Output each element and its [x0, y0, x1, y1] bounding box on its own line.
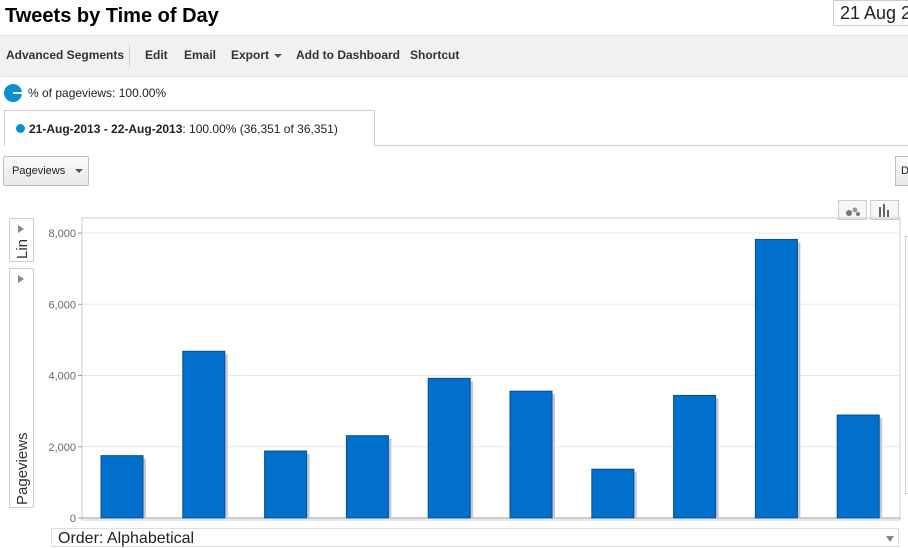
triangle-right-icon — [18, 275, 24, 283]
bar-shadow — [758, 242, 801, 518]
export-label: Export — [231, 48, 270, 62]
bar-shadow — [267, 454, 310, 518]
bar-shadow — [431, 381, 474, 518]
order-label: Order: Alphabetical — [58, 530, 195, 547]
chevron-down-icon — [886, 536, 894, 542]
side-tab-label: Lin — [14, 238, 31, 259]
side-panel-edge — [905, 236, 908, 494]
bar-shadow — [676, 398, 719, 518]
chevron-down-icon — [75, 169, 84, 174]
segment-range: 21-Aug-2013 - 22-Aug-2013 — [29, 122, 183, 136]
percent-label: % of pageviews: 100.00% — [28, 86, 167, 100]
chevron-down-icon — [274, 53, 283, 58]
y-tick-label: 8,000 — [48, 228, 76, 240]
bar-shadow — [594, 472, 637, 518]
shortcut-button[interactable]: Shortcut — [410, 48, 460, 62]
bar[interactable] — [100, 455, 144, 519]
edit-button[interactable]: Edit — [145, 48, 168, 62]
bar[interactable] — [509, 390, 553, 519]
side-tab-lin[interactable]: Lin — [9, 218, 34, 262]
toolbar: Advanced Segments Edit Email Export Add … — [0, 35, 908, 77]
bar-shadow — [349, 438, 392, 518]
bar-shadow — [840, 418, 883, 518]
bar-shadow — [185, 354, 228, 518]
scatter-chart-icon[interactable] — [838, 200, 867, 220]
add-to-dashboard-button[interactable]: Add to Dashboard — [296, 48, 400, 62]
page-title: Tweets by Time of Day — [5, 5, 219, 27]
bar[interactable] — [591, 468, 635, 519]
triangle-right-icon — [18, 225, 24, 233]
export-button[interactable]: Export — [231, 48, 283, 62]
bar-shadow — [104, 458, 146, 518]
bar-chart-icon[interactable] — [870, 200, 899, 220]
date-range-picker[interactable]: 21 Aug 2 — [833, 0, 908, 26]
segment-tab[interactable]: 21-Aug-2013 - 22-Aug-2013: 100.00% (36,3… — [4, 110, 375, 146]
bar[interactable] — [673, 394, 717, 519]
right-dropdown-button[interactable]: D — [895, 156, 908, 186]
segment-detail: : 100.00% (36,351 of 36,351) — [182, 122, 338, 136]
advanced-segments-button[interactable]: Advanced Segments — [6, 48, 125, 62]
email-button[interactable]: Email — [184, 48, 217, 62]
plot-frame — [81, 217, 901, 521]
toolbar-divider — [129, 45, 130, 67]
order-select[interactable]: Order: Alphabetical — [51, 528, 899, 547]
bar[interactable] — [836, 414, 880, 519]
percent-row: % of pageviews: 100.00% — [4, 84, 166, 102]
bar[interactable] — [182, 350, 226, 519]
metric-label: Pageviews — [12, 165, 66, 177]
y-tick-label: 2,000 — [48, 442, 76, 454]
bar[interactable] — [345, 435, 389, 519]
segment-dot-icon — [16, 124, 25, 133]
y-axis-label: Pageviews — [14, 432, 31, 505]
bar[interactable] — [264, 450, 308, 519]
segment-divider — [375, 145, 908, 146]
side-tab-pageviews[interactable]: Pageviews — [9, 268, 34, 508]
bar[interactable] — [427, 377, 471, 519]
y-tick-label: 4,000 — [48, 371, 76, 383]
bar-shadow — [513, 394, 555, 518]
y-tick-label: 0 — [70, 513, 76, 525]
y-tick-label: 6,000 — [48, 299, 76, 311]
bar[interactable] — [754, 238, 798, 519]
metric-dropdown[interactable]: Pageviews — [3, 156, 89, 186]
pie-icon — [4, 84, 22, 102]
